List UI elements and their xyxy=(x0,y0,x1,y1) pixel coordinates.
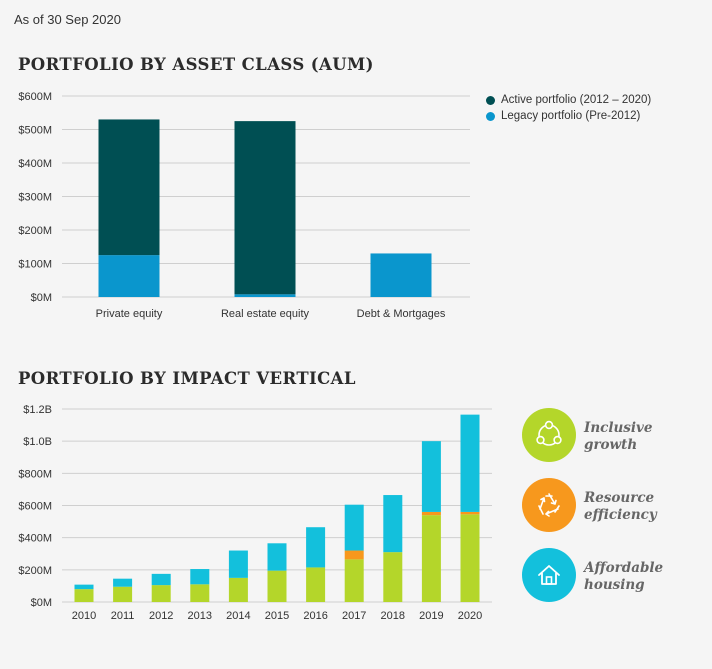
chart1-bar-real-estate-equity-series-0 xyxy=(234,294,296,297)
chart2-xtick-label-4: 2014 xyxy=(226,610,250,622)
chart2-xtick-label-7: 2017 xyxy=(342,610,366,622)
chart2-xtick-label-10: 2020 xyxy=(458,610,482,622)
legend-label-active: Active portfolio (2012 – 2020) xyxy=(501,94,652,106)
chart1-xtick-label-0: Private equity xyxy=(96,308,163,320)
legend-item-active: Active portfolio (2012 – 2020) xyxy=(486,92,651,108)
legend-swatch-legacy xyxy=(486,111,495,121)
chart1-ytick-label-2: $200M xyxy=(18,225,52,237)
chart2-ytick-label-0: $0M xyxy=(31,597,52,609)
chart2-ytick-label-1: $200M xyxy=(18,565,52,577)
chart2-bar-2012-series-2 xyxy=(151,573,171,586)
chart2-bar-2014-series-2 xyxy=(228,550,248,578)
chart2-xtick-label-5: 2015 xyxy=(265,610,289,622)
house-icon xyxy=(522,548,576,602)
chart2-bar-2018-series-0 xyxy=(383,552,403,602)
chart2-xtick-label-1: 2011 xyxy=(111,610,135,622)
legend-item-inclusive-growth: Inclusive growth xyxy=(522,408,712,464)
chart1-bar-real-estate-equity-series-1 xyxy=(234,121,296,295)
chart2-bar-2011-series-2 xyxy=(113,578,133,587)
chart2-bar-2018-series-2 xyxy=(383,495,403,553)
chart1-xtick-label-2: Debt & Mortgages xyxy=(357,308,446,320)
chart2-bar-2011-series-0 xyxy=(113,586,133,602)
chart2-bar-2015-series-2 xyxy=(267,543,287,571)
legend-affordable-line1: Affordable xyxy=(584,560,664,576)
recycle-icon xyxy=(522,478,576,532)
legend-item-affordable-housing: Affordable housing xyxy=(522,548,712,604)
chart1-ytick-label-5: $500M xyxy=(18,125,52,137)
chart2-bar-2013-series-0 xyxy=(190,584,210,602)
chart1-legend: Active portfolio (2012 – 2020) Legacy po… xyxy=(486,92,651,124)
chart2-ytick-label-2: $400M xyxy=(18,533,52,545)
chart2-xtick-label-9: 2019 xyxy=(419,610,443,622)
chart2-ytick-label-4: $800M xyxy=(18,468,52,480)
chart2-bar-2017-series-2 xyxy=(344,504,364,551)
chart2-xtick-label-0: 2010 xyxy=(72,610,96,622)
chart2-xtick-label-3: 2013 xyxy=(188,610,212,622)
chart2-bar-2020-series-0 xyxy=(460,514,480,602)
chart2-bar-2019-series-2 xyxy=(421,441,441,512)
chart2-bar-2019-series-0 xyxy=(421,515,441,602)
chart1-ytick-label-3: $300M xyxy=(18,192,52,204)
chart2-bar-2019-series-1 xyxy=(421,511,441,516)
chart1-ytick-label-0: $0M xyxy=(31,292,52,304)
legend-swatch-active xyxy=(486,95,495,105)
legend-item-resource-efficiency: Resource efficiency xyxy=(522,478,712,534)
chart2-bar-2010-series-0 xyxy=(74,589,94,602)
chart2-bar-2016-series-2 xyxy=(306,527,326,568)
legend-resource-line1: Resource xyxy=(584,490,655,506)
chart1-title: PORTFOLIO BY ASSET CLASS (AUM) xyxy=(18,55,374,74)
chart2-bar-2020-series-1 xyxy=(460,511,480,515)
chart2-xtick-label-8: 2018 xyxy=(381,610,405,622)
chart2-bar-2020-series-2 xyxy=(460,414,480,512)
chart1-bar-private-equity-series-0 xyxy=(98,255,160,297)
chart2-ytick-label-5: $1.0B xyxy=(23,436,52,448)
legend-resource-line2: efficiency xyxy=(584,507,657,523)
legend-inclusive-line1: Inclusive xyxy=(584,420,653,436)
chart1-bar-debt-mortgages-series-0 xyxy=(370,253,432,297)
chart2-bar-2016-series-0 xyxy=(306,567,326,602)
chart2-xtick-label-6: 2016 xyxy=(303,610,327,622)
chart2-ytick-label-6: $1.2B xyxy=(23,404,52,416)
chart2-ytick-label-3: $600M xyxy=(18,501,52,513)
legend-label-legacy: Legacy portfolio (Pre-2012) xyxy=(501,110,641,122)
chart2-bar-2012-series-0 xyxy=(151,585,171,602)
chart2-xtick-label-2: 2012 xyxy=(149,610,173,622)
chart1-ytick-label-4: $400M xyxy=(18,158,52,170)
inclusive-growth-icon xyxy=(522,408,576,462)
chart2-bar-2015-series-0 xyxy=(267,570,287,602)
chart2-bar-2014-series-0 xyxy=(228,577,248,602)
chart2-title: PORTFOLIO BY IMPACT VERTICAL xyxy=(18,369,356,388)
chart1-bar-private-equity-series-1 xyxy=(98,119,160,256)
legend-affordable-line2: housing xyxy=(584,577,645,593)
as-of-date: As of 30 Sep 2020 xyxy=(14,12,121,27)
chart2-bar-2013-series-2 xyxy=(190,569,210,585)
chart1-ytick-label-1: $100M xyxy=(18,259,52,271)
legend-inclusive-line2: growth xyxy=(584,437,638,453)
chart2-bar-2017-series-1 xyxy=(344,550,364,560)
chart1-ytick-label-6: $600M xyxy=(18,91,52,103)
chart2-bar-2017-series-0 xyxy=(344,559,364,602)
legend-item-legacy: Legacy portfolio (Pre-2012) xyxy=(486,108,651,124)
chart2-bar-2010-series-2 xyxy=(74,584,94,590)
chart1-xtick-label-1: Real estate equity xyxy=(221,308,310,320)
